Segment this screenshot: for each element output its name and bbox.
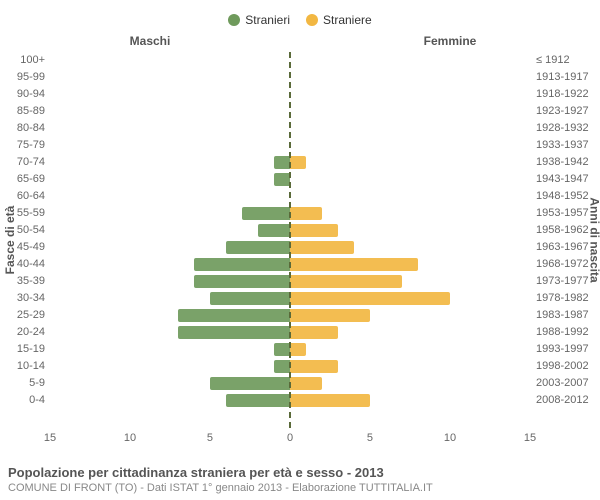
bar-male xyxy=(226,241,290,254)
bar-female xyxy=(290,207,322,220)
bar-male xyxy=(178,326,290,339)
birth-year-label: 1968-1972 xyxy=(530,256,600,273)
birth-year-label: 1983-1987 xyxy=(530,307,600,324)
birth-year-label: 1933-1937 xyxy=(530,137,600,154)
birth-year-label: 1993-1997 xyxy=(530,341,600,358)
birth-year-label: 1948-1952 xyxy=(530,188,600,205)
x-tick-label: 5 xyxy=(207,432,213,444)
chart-container: Stranieri Straniere Maschi Femmine Fasce… xyxy=(0,0,600,500)
age-label: 45-49 xyxy=(0,239,50,256)
caption: Popolazione per cittadinanza straniera p… xyxy=(8,465,592,494)
birth-year-label: 2003-2007 xyxy=(530,375,600,392)
age-label: 100+ xyxy=(0,52,50,69)
age-label: 70-74 xyxy=(0,154,50,171)
birth-year-label: 1943-1947 xyxy=(530,171,600,188)
age-label: 30-34 xyxy=(0,290,50,307)
age-label: 20-24 xyxy=(0,324,50,341)
x-tick-label: 5 xyxy=(367,432,373,444)
bar-male xyxy=(226,394,290,407)
bar-male xyxy=(274,173,290,186)
bar-male xyxy=(274,343,290,356)
bar-male xyxy=(242,207,290,220)
legend-swatch-male xyxy=(228,14,240,26)
bar-male xyxy=(274,156,290,169)
birth-year-label: 2008-2012 xyxy=(530,392,600,409)
birth-year-label: 1973-1977 xyxy=(530,273,600,290)
caption-subtitle: COMUNE DI FRONT (TO) - Dati ISTAT 1° gen… xyxy=(8,482,592,494)
bar-female xyxy=(290,224,338,237)
caption-title: Popolazione per cittadinanza straniera p… xyxy=(8,465,592,480)
birth-year-label: 1958-1962 xyxy=(530,222,600,239)
birth-year-label: 1988-1992 xyxy=(530,324,600,341)
bar-male xyxy=(258,224,290,237)
legend: Stranieri Straniere xyxy=(0,0,600,32)
birth-year-label: 1938-1942 xyxy=(530,154,600,171)
legend-item-male: Stranieri xyxy=(228,13,290,27)
age-label: 10-14 xyxy=(0,358,50,375)
age-label: 65-69 xyxy=(0,171,50,188)
age-label: 40-44 xyxy=(0,256,50,273)
bar-female xyxy=(290,241,354,254)
plot-inner: Fasce di età Anni di nascita 15105051015… xyxy=(50,52,530,428)
birth-year-label: 1928-1932 xyxy=(530,120,600,137)
birth-year-label: 1953-1957 xyxy=(530,205,600,222)
age-label: 55-59 xyxy=(0,205,50,222)
legend-label-female: Straniere xyxy=(323,13,372,27)
bar-female xyxy=(290,275,402,288)
age-label: 5-9 xyxy=(0,375,50,392)
x-axis: 15105051015 xyxy=(50,428,530,448)
x-tick-label: 10 xyxy=(444,432,456,444)
birth-year-label: 1963-1967 xyxy=(530,239,600,256)
center-zero-line xyxy=(289,52,291,428)
bar-male xyxy=(210,292,290,305)
birth-year-label: 1913-1917 xyxy=(530,69,600,86)
x-tick-label: 15 xyxy=(44,432,56,444)
age-label: 85-89 xyxy=(0,103,50,120)
plot-area: Fasce di età Anni di nascita 15105051015… xyxy=(50,52,530,428)
bar-female xyxy=(290,326,338,339)
age-label: 50-54 xyxy=(0,222,50,239)
x-tick-label: 10 xyxy=(124,432,136,444)
age-label: 90-94 xyxy=(0,86,50,103)
age-label: 35-39 xyxy=(0,273,50,290)
bar-male xyxy=(194,258,290,271)
bar-female xyxy=(290,156,306,169)
legend-item-female: Straniere xyxy=(306,13,372,27)
x-tick-label: 15 xyxy=(524,432,536,444)
bar-female xyxy=(290,394,370,407)
header-maschi: Maschi xyxy=(0,34,300,48)
birth-year-label: 1918-1922 xyxy=(530,86,600,103)
x-tick-label: 0 xyxy=(287,432,293,444)
birth-year-label: 1998-2002 xyxy=(530,358,600,375)
legend-label-male: Stranieri xyxy=(245,13,290,27)
bar-male xyxy=(210,377,290,390)
bar-female xyxy=(290,292,450,305)
birth-year-label: 1978-1982 xyxy=(530,290,600,307)
birth-year-label: 1923-1927 xyxy=(530,103,600,120)
age-label: 0-4 xyxy=(0,392,50,409)
age-label: 80-84 xyxy=(0,120,50,137)
bar-female xyxy=(290,258,418,271)
column-headers: Maschi Femmine xyxy=(0,34,600,52)
bar-male xyxy=(178,309,290,322)
bar-male xyxy=(274,360,290,373)
bar-male xyxy=(194,275,290,288)
age-label: 15-19 xyxy=(0,341,50,358)
bar-female xyxy=(290,309,370,322)
bar-female xyxy=(290,377,322,390)
age-label: 75-79 xyxy=(0,137,50,154)
bar-female xyxy=(290,360,338,373)
bar-female xyxy=(290,343,306,356)
header-femmine: Femmine xyxy=(300,34,600,48)
birth-year-label: ≤ 1912 xyxy=(530,52,600,69)
age-label: 25-29 xyxy=(0,307,50,324)
legend-swatch-female xyxy=(306,14,318,26)
age-label: 60-64 xyxy=(0,188,50,205)
age-label: 95-99 xyxy=(0,69,50,86)
